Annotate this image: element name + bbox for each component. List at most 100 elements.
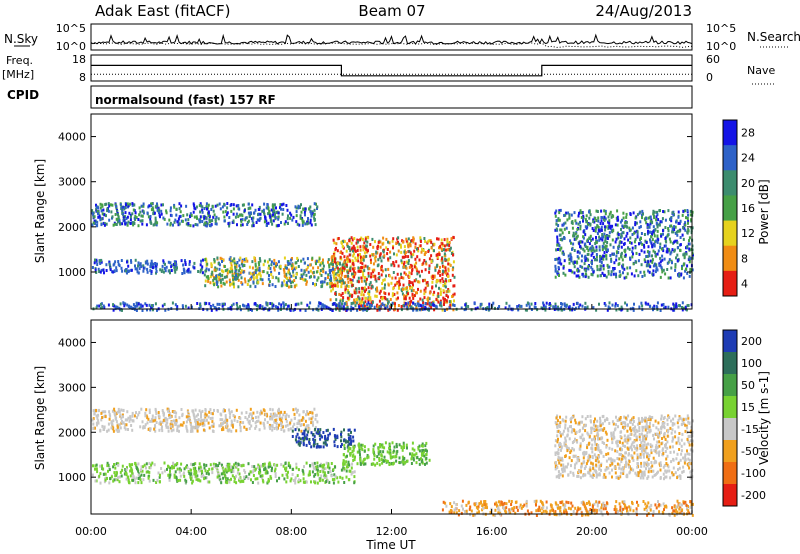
heatmap-cell bbox=[225, 275, 228, 279]
heatmap-cell bbox=[317, 308, 320, 312]
nsearch-ytick-top: 10^5 bbox=[706, 22, 736, 35]
heatmap-cell bbox=[596, 268, 599, 272]
heatmap-cell bbox=[289, 427, 292, 431]
heatmap-cell bbox=[272, 208, 275, 212]
heatmap-cell bbox=[239, 271, 242, 275]
heatmap-cell bbox=[221, 426, 224, 430]
heatmap-cell bbox=[444, 254, 447, 257]
heatmap-cell bbox=[315, 467, 318, 471]
heatmap-cell bbox=[142, 478, 145, 482]
heatmap-cell bbox=[252, 221, 255, 225]
heatmap-cell bbox=[309, 464, 311, 468]
heatmap-cell bbox=[677, 229, 679, 233]
heatmap-cell bbox=[219, 272, 222, 276]
heatmap-cell bbox=[245, 427, 248, 431]
heatmap-cell bbox=[223, 215, 226, 219]
heatmap-cell bbox=[422, 301, 425, 304]
heatmap-cell bbox=[292, 270, 295, 274]
heatmap-cell bbox=[578, 269, 581, 273]
colorbar-swatch bbox=[723, 120, 737, 146]
heatmap-cell bbox=[303, 480, 306, 484]
heatmap-cell bbox=[283, 268, 286, 272]
heatmap-cell bbox=[196, 474, 199, 478]
heatmap-cell bbox=[194, 420, 197, 423]
heatmap-cell bbox=[231, 282, 234, 286]
heatmap-cell bbox=[651, 258, 654, 262]
heatmap-cell bbox=[350, 441, 352, 445]
heatmap-cell bbox=[286, 208, 289, 212]
heatmap-cell bbox=[345, 308, 348, 312]
heatmap-cell bbox=[297, 258, 299, 262]
heatmap-cell bbox=[310, 417, 313, 421]
heatmap-cell bbox=[99, 262, 102, 265]
heatmap-cell bbox=[329, 470, 332, 473]
heatmap-cell bbox=[168, 412, 171, 415]
heatmap-cell bbox=[206, 262, 209, 266]
heatmap-cell bbox=[212, 279, 215, 282]
heatmap-cell bbox=[189, 224, 192, 228]
heatmap-cell bbox=[190, 305, 193, 309]
heatmap-cell bbox=[241, 282, 244, 286]
heatmap-cell bbox=[669, 240, 672, 244]
heatmap-cell bbox=[584, 242, 587, 246]
heatmap-cell bbox=[246, 417, 249, 421]
heatmap-cell bbox=[112, 429, 115, 433]
heatmap-cell bbox=[341, 302, 343, 306]
heatmap-cell bbox=[213, 408, 215, 412]
heatmap-cell bbox=[271, 415, 274, 419]
heatmap-cell bbox=[587, 265, 590, 269]
heatmap-cell bbox=[341, 292, 344, 295]
heatmap-cell bbox=[654, 270, 657, 274]
heatmap-cell bbox=[149, 217, 152, 221]
heatmap-cell bbox=[598, 302, 600, 306]
heatmap-cell bbox=[352, 254, 355, 258]
heatmap-cell bbox=[322, 306, 325, 310]
heatmap-cell bbox=[408, 280, 411, 283]
heatmap-cell bbox=[650, 230, 653, 234]
heatmap-cell bbox=[137, 469, 140, 473]
heatmap-cell bbox=[199, 268, 202, 272]
heatmap-cell bbox=[435, 298, 438, 301]
heatmap-cell bbox=[385, 274, 387, 278]
heatmap-cell bbox=[409, 251, 412, 255]
heatmap-cell bbox=[431, 280, 434, 284]
heatmap-cell bbox=[233, 285, 235, 289]
heatmap-cell bbox=[361, 262, 364, 266]
heatmap-cell bbox=[178, 424, 181, 428]
heatmap-cell bbox=[364, 264, 367, 268]
heatmap-cell bbox=[196, 302, 199, 305]
heatmap-cell bbox=[400, 305, 403, 308]
heatmap-cell bbox=[438, 253, 441, 257]
heatmap-cell bbox=[432, 275, 434, 278]
heatmap-cell bbox=[122, 409, 125, 412]
heatmap-cell bbox=[317, 276, 320, 280]
heatmap-cell bbox=[121, 269, 124, 273]
heatmap-cell bbox=[660, 220, 663, 224]
heatmap-cell bbox=[439, 279, 442, 283]
heatmap-cell bbox=[309, 263, 312, 267]
heatmap-cell bbox=[352, 445, 355, 449]
heatmap-cell bbox=[386, 252, 389, 256]
heatmap-cell bbox=[233, 476, 236, 480]
heatmap-cell bbox=[239, 256, 242, 260]
heatmap-cell bbox=[573, 260, 576, 264]
heatmap-cell bbox=[158, 475, 161, 479]
heatmap-cell bbox=[328, 466, 331, 470]
heatmap-cell bbox=[646, 232, 649, 236]
heatmap-cell bbox=[228, 415, 231, 419]
heatmap-cell bbox=[401, 261, 403, 265]
heatmap-cell bbox=[359, 238, 362, 242]
heatmap-cell bbox=[573, 265, 576, 269]
heatmap-cell bbox=[218, 202, 221, 206]
heatmap-cell bbox=[156, 478, 159, 482]
heatmap-cell bbox=[299, 441, 302, 445]
heatmap-cell bbox=[558, 261, 561, 265]
heatmap-cell bbox=[216, 302, 219, 306]
heatmap-cell bbox=[651, 306, 654, 310]
heatmap-cell bbox=[276, 463, 279, 467]
heatmap-cell bbox=[444, 297, 446, 301]
heatmap-cell bbox=[453, 284, 456, 288]
heatmap-cell bbox=[257, 208, 260, 211]
heatmap-cell bbox=[449, 263, 452, 267]
heatmap-cell bbox=[604, 239, 607, 243]
